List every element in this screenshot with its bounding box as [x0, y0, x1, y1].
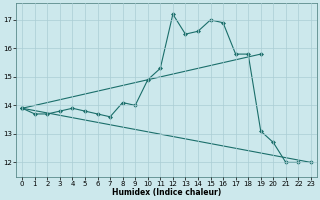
- X-axis label: Humidex (Indice chaleur): Humidex (Indice chaleur): [112, 188, 221, 197]
